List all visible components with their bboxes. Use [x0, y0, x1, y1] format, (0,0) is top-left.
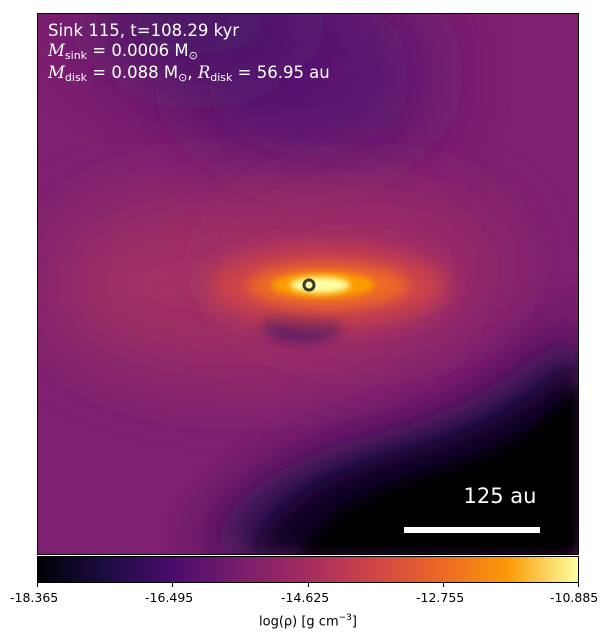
disk-properties-label: Mdisk = 0.088 M⊙, Rdisk = 56.95 au — [48, 63, 330, 84]
colorbar-tick-label: -12.755 — [416, 590, 465, 605]
colorbar-tick — [172, 583, 173, 587]
scale-bar — [404, 527, 540, 533]
density-map-image — [38, 14, 578, 554]
sink-mass-label: Msink = 0.0006 M⊙ — [48, 41, 198, 62]
colorbar-tick — [578, 583, 579, 587]
colorbar-tick-label: -14.625 — [281, 590, 330, 605]
density-map-panel: Sink 115, t=108.29 kyr Msink = 0.0006 M⊙… — [37, 13, 579, 555]
colorbar-tick — [443, 583, 444, 587]
sink-time-label: Sink 115, t=108.29 kyr — [48, 21, 240, 40]
colorbar-tick-label: -16.495 — [145, 590, 194, 605]
colorbar-tick-label: -10.885 — [550, 590, 599, 605]
colorbar — [37, 556, 579, 583]
colorbar-label: log(ρ) [g cm−3] — [259, 613, 357, 630]
colorbar-tick — [37, 583, 38, 587]
sink-marker — [302, 278, 316, 292]
scale-bar-label: 125 au — [463, 484, 537, 508]
colorbar-tick — [308, 583, 309, 587]
colorbar-tick-label: -18.365 — [10, 590, 59, 605]
